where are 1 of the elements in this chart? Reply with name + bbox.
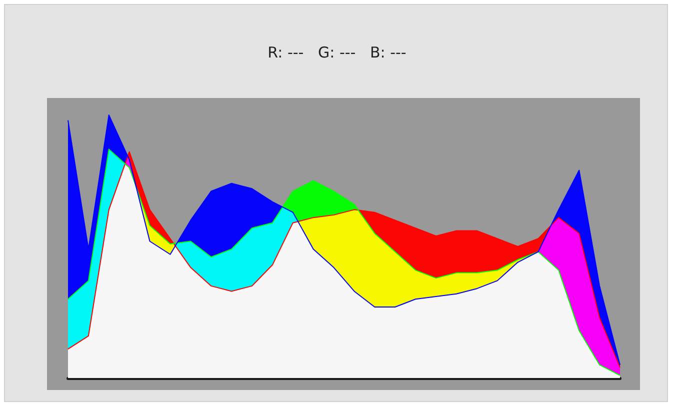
chart-title: R: --- G: --- B: --- xyxy=(268,44,406,62)
